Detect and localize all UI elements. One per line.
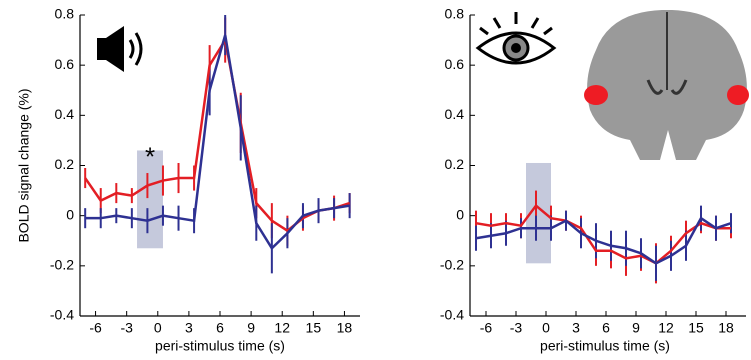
highlight-box (137, 150, 163, 249)
y-tick-label: -0.2 (440, 257, 464, 273)
series-line (85, 34, 350, 251)
y-tick-label: 0.6 (445, 56, 465, 72)
eye-icon (475, 12, 557, 65)
x-axis-label: peri-stimulus time (s) (540, 338, 670, 354)
brain-image (584, 10, 749, 160)
y-axis-label: BOLD signal change (%) (16, 88, 32, 242)
x-tick-label: 12 (274, 320, 290, 336)
x-tick-label: 3 (572, 320, 580, 336)
y-tick-label: -0.2 (50, 257, 74, 273)
x-tick-label: 0 (154, 320, 162, 336)
x-tick-label: -3 (120, 320, 133, 336)
x-tick-label: 18 (337, 320, 353, 336)
x-tick-label: 3 (185, 320, 193, 336)
x-tick-label: -3 (510, 320, 523, 336)
y-tick-label: 0.2 (445, 156, 465, 172)
y-tick-label: 0.8 (445, 6, 465, 22)
y-tick-label: 0 (456, 206, 464, 222)
y-tick-label: 0.6 (55, 56, 75, 72)
y-tick-label: 0 (66, 206, 74, 222)
y-tick-label: -0.4 (50, 307, 74, 323)
y-tick-label: 0.8 (55, 6, 75, 22)
y-tick-label: 0.4 (445, 106, 465, 122)
series-line (475, 203, 731, 265)
x-axis-label: peri-stimulus time (s) (155, 338, 285, 354)
series-line (475, 216, 732, 265)
series-line (84, 36, 351, 233)
x-tick-label: -6 (480, 320, 493, 336)
y-tick-label: 0.2 (55, 156, 75, 172)
y-tick-label: 0.4 (55, 106, 75, 122)
annotation: * (145, 141, 155, 171)
x-tick-label: 6 (602, 320, 610, 336)
x-tick-label: 15 (306, 320, 322, 336)
x-tick-label: 15 (688, 320, 704, 336)
x-tick-label: 12 (658, 320, 674, 336)
x-tick-label: 0 (542, 320, 550, 336)
x-tick-label: 9 (247, 320, 255, 336)
speaker-icon (97, 26, 143, 72)
x-tick-label: 6 (216, 320, 224, 336)
x-tick-label: 9 (632, 320, 640, 336)
x-tick-label: 18 (718, 320, 734, 336)
x-tick-label: -6 (89, 320, 102, 336)
y-tick-label: -0.4 (440, 307, 464, 323)
